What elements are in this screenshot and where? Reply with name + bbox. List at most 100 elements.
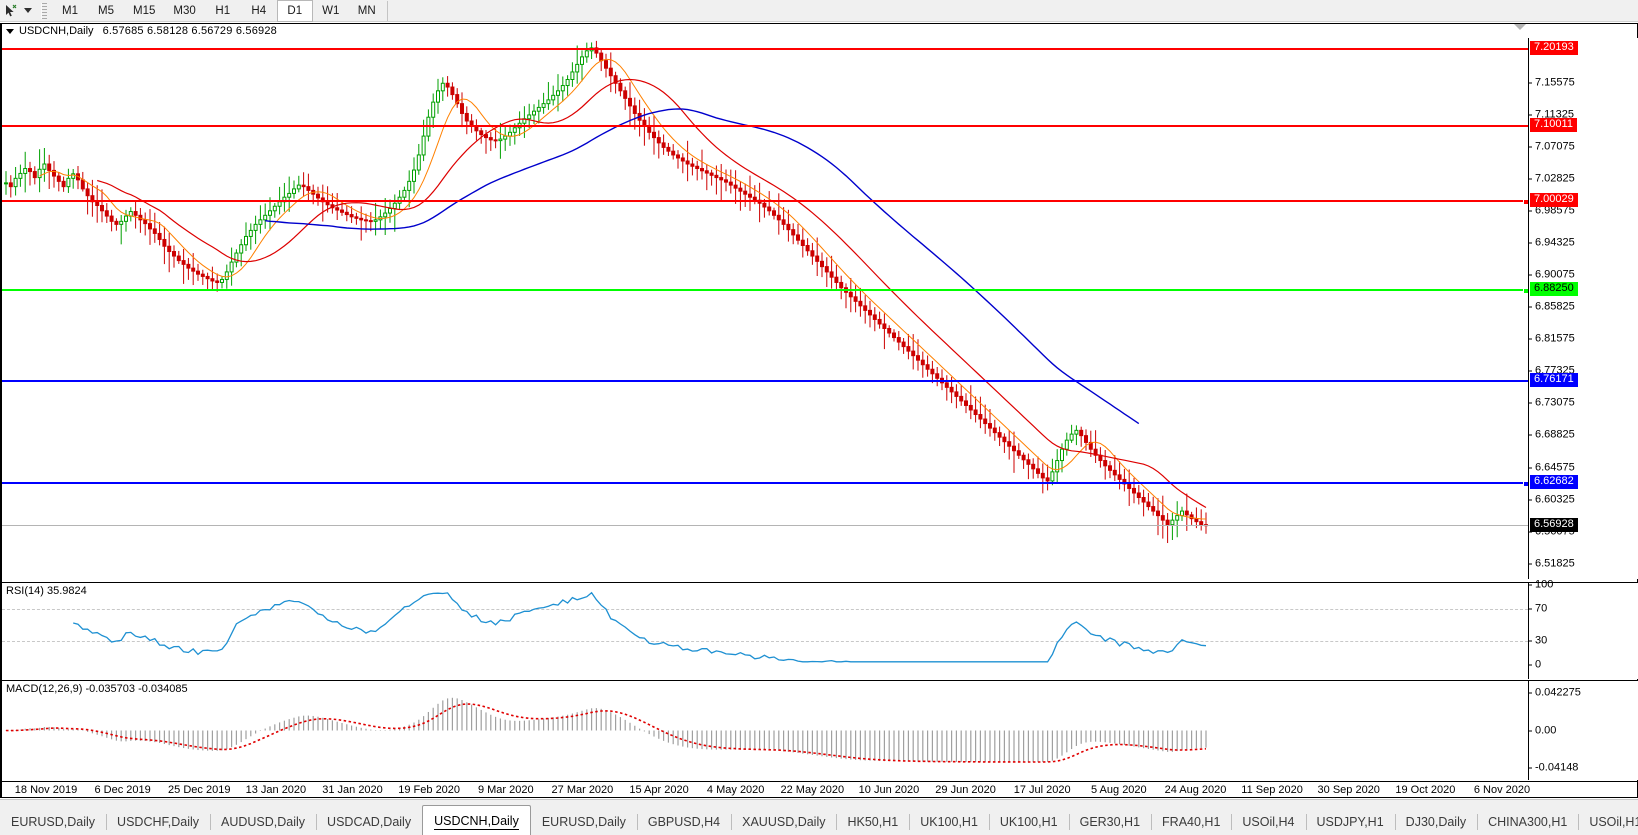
macd-plot-area[interactable]: MACD(12,26,9) -0.035703 -0.034085 <box>2 681 1528 780</box>
price-tick-651825: 6.51825 <box>1529 558 1575 569</box>
time-tick-8: 15 Apr 2020 <box>629 784 689 796</box>
cursor-tool-group[interactable] <box>0 4 35 18</box>
timeframe-button-h4[interactable]: H4 <box>251 4 267 17</box>
active-tab-underline <box>434 829 519 830</box>
resistance-level-720193[interactable]: 7.20193 <box>1530 40 1578 55</box>
chart-header-bar: USDCNH,Daily 6.57685 6.58128 6.56729 6.5… <box>2 24 1637 38</box>
chart-tab-audusd-daily-2[interactable]: AUDUSD,Daily <box>210 809 316 835</box>
time-tick-16: 11 Sep 2020 <box>1241 784 1303 796</box>
price-plot-area[interactable] <box>2 38 1528 579</box>
macd-tick-004148: -0.04148 <box>1529 762 1578 774</box>
chevron-down-icon[interactable] <box>24 8 32 13</box>
pivot-level-688250[interactable]: 6.88250 <box>1530 281 1578 296</box>
timeframe-button-m5[interactable]: M5 <box>98 4 114 17</box>
timeframe-button-group: M1 M5 M15 M30 H1 H4 D1 W1 MN <box>52 0 385 22</box>
chart-tab-usdcad-daily-3[interactable]: USDCAD,Daily <box>316 809 422 835</box>
timeframe-button-w1[interactable]: W1 <box>322 4 340 17</box>
time-tick-4: 31 Jan 2020 <box>322 784 383 796</box>
chart-tab-label: CHINA300,H1 <box>1488 815 1568 829</box>
rsi-overbought-line <box>2 609 1528 610</box>
timeframe-button-m30[interactable]: M30 <box>173 4 196 17</box>
chart-tab-usdcnh-daily-4[interactable]: USDCNH,Daily <box>422 805 531 835</box>
level-handle-icon[interactable] <box>1523 480 1528 487</box>
chart-tab-bar: EURUSD,Daily USDCHF,Daily AUDUSD,Daily USDC… <box>0 799 1638 835</box>
current-price-label[interactable]: 6.56928 <box>1530 518 1578 533</box>
price-tick-660325: 6.60325 <box>1529 494 1575 505</box>
chart-tab-label: USOil,H1 <box>1589 815 1638 829</box>
toolbar-separator <box>386 0 388 21</box>
level-line-656928[interactable] <box>2 525 1528 527</box>
chart-tab-usdjpy-h1-14[interactable]: USDJPY,H1 <box>1305 809 1395 835</box>
rsi-oversold-line <box>2 641 1528 642</box>
level-line-676171[interactable] <box>2 380 1528 383</box>
price-tick-673075: 6.73075 <box>1529 397 1575 409</box>
price-tick-685825: 6.85825 <box>1529 301 1575 313</box>
level-line-720193[interactable] <box>2 47 1528 50</box>
chart-tab-ger30-h1-11[interactable]: GER30,H1 <box>1068 809 1151 835</box>
timeframe-button-d1[interactable]: D1 <box>276 0 313 22</box>
time-tick-0: 18 Nov 2019 <box>14 784 78 796</box>
time-tick-17: 30 Sep 2020 <box>1317 784 1380 796</box>
time-tick-15: 24 Aug 2020 <box>1164 784 1227 796</box>
rsi-plot-area[interactable]: RSI(14) 35.9824 <box>2 583 1528 679</box>
support-level-676171[interactable]: 6.76171 <box>1530 373 1578 388</box>
price-series-svg <box>4 40 1208 544</box>
time-tick-9: 4 May 2020 <box>706 784 765 796</box>
price-tick-711325: 7.11325 <box>1529 109 1574 120</box>
level-line-700029[interactable] <box>2 199 1528 205</box>
price-tick-694325: 6.94325 <box>1529 237 1575 249</box>
chart-tab-uk100-h1-10[interactable]: UK100,H1 <box>988 809 1069 835</box>
time-tick-2: 25 Dec 2019 <box>168 784 231 796</box>
time-tick-7: 27 Mar 2020 <box>551 784 614 796</box>
chart-tab-eurusd-daily-5[interactable]: EURUSD,Daily <box>531 809 637 835</box>
support-level-662682[interactable]: 6.62682 <box>1530 474 1578 489</box>
chart-tab-eurusd-daily-0[interactable]: EURUSD,Daily <box>0 809 106 835</box>
chart-menu-caret-icon[interactable] <box>6 28 14 34</box>
chart-tab-usdchf-daily-1[interactable]: USDCHF,Daily <box>106 809 210 835</box>
level-line-688250[interactable] <box>2 287 1528 294</box>
chart-tab-dj30-daily-15[interactable]: DJ30,Daily <box>1394 809 1477 835</box>
chart-tab-gbpusd-h4-6[interactable]: GBPUSD,H4 <box>636 809 731 835</box>
chart-tab-label: FRA40,H1 <box>1162 815 1221 829</box>
macd-series-svg <box>5 697 1207 763</box>
chart-tab-label: AUDUSD,Daily <box>221 815 306 829</box>
level-handle-icon[interactable] <box>1523 199 1528 205</box>
chart-tab-uk100-h1-9[interactable]: UK100,H1 <box>909 809 989 835</box>
chart-tab-china300-h1-16[interactable]: CHINA300,H1 <box>1477 809 1578 835</box>
rsi-tick-100: 100 <box>1529 579 1553 591</box>
price-pane: 7.15575 7.11325 7.07075 7.02825 6.98575 6.943… <box>2 38 1638 579</box>
chart-tab-xauusd-daily-7[interactable]: XAUUSD,Daily <box>731 809 836 835</box>
chart-tab-fra40-h1-12[interactable]: FRA40,H1 <box>1151 809 1231 835</box>
time-tick-1: 6 Dec 2019 <box>94 784 151 796</box>
time-axis[interactable]: 18 Nov 2019 6 Dec 2019 25 Dec 2019 13 Jan 2… <box>2 781 1638 798</box>
price-value-axis[interactable]: 7.15575 7.11325 7.07075 7.02825 6.98575 6.943… <box>1528 38 1638 579</box>
timeframe-button-h1[interactable]: H1 <box>215 4 231 17</box>
macd-pane: MACD(12,26,9) -0.035703 -0.034085 0.0422… <box>2 680 1638 780</box>
crosshair-cursor-icon[interactable] <box>4 4 18 18</box>
price-tick-690075: 6.90075 <box>1529 269 1575 281</box>
chart-scroll-marker-icon[interactable] <box>1514 24 1526 30</box>
resistance-level-710011[interactable]: 7.10011 <box>1530 117 1577 132</box>
rsi-tick-70: 70 <box>1529 603 1547 615</box>
chart-tab-label: USDCHF,Daily <box>117 815 199 829</box>
level-handle-icon[interactable] <box>1523 287 1528 294</box>
rsi-value-axis[interactable]: 100 70 30 0 <box>1528 579 1638 679</box>
timeframe-button-m1[interactable]: M1 <box>62 4 78 17</box>
macd-tick-000: 0.00 <box>1529 725 1556 736</box>
macd-value-axis[interactable]: 0.042275 0.00 -0.04148 <box>1528 681 1638 780</box>
time-tick-5: 19 Feb 2020 <box>398 784 461 796</box>
level-line-662682[interactable] <box>2 480 1528 487</box>
chart-tab-usoil-h1-17[interactable]: USOil,H1 <box>1578 809 1638 835</box>
price-tick-702825: 7.02825 <box>1529 173 1575 184</box>
timeframe-button-m15[interactable]: M15 <box>133 4 156 17</box>
resistance-level-700029[interactable]: 7.00029 <box>1530 193 1578 207</box>
chart-tab-usoil-h4-13[interactable]: USOil,H4 <box>1231 809 1305 835</box>
chart-tab-hk50-h1-8[interactable]: HK50,H1 <box>836 809 909 835</box>
time-tick-13: 17 Jul 2020 <box>1013 784 1071 796</box>
rsi-label: RSI(14) 35.9824 <box>6 585 87 597</box>
timeframe-button-mn[interactable]: MN <box>357 4 376 17</box>
drag-grip-icon[interactable] <box>41 2 47 19</box>
chart-tab-label: UK100,H1 <box>920 815 978 829</box>
level-line-710011[interactable] <box>2 124 1528 127</box>
price-tick-707075: 7.07075 <box>1529 141 1575 152</box>
